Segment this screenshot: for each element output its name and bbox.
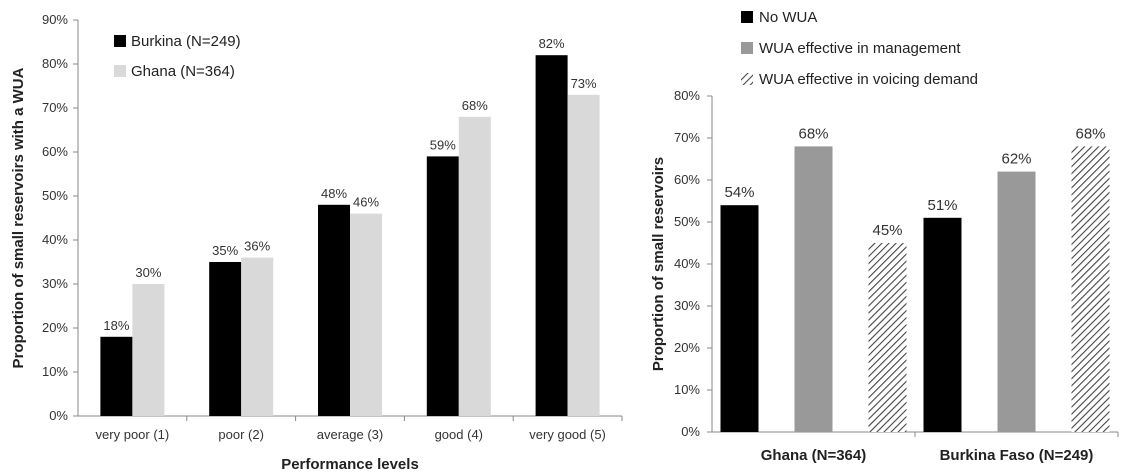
chart-performance-levels: 0% 10% 20% 30% 40% 50% 60% 70% 80% 90% very poor (… xyxy=(10,12,623,473)
bar-ghana-n-364-poor-2 xyxy=(241,257,274,416)
y-tick-label: 40% xyxy=(674,256,700,271)
y-tick-label: 20% xyxy=(42,320,68,335)
y-tick-label: 80% xyxy=(674,88,700,103)
data-label: 18% xyxy=(103,318,129,333)
y-tick-label: 60% xyxy=(674,172,700,187)
bar-burkina-n-249-good-4 xyxy=(426,156,459,416)
bar-no-wua-ghana-n-364 xyxy=(720,205,759,432)
y-tick-label: 50% xyxy=(42,188,68,203)
bar-burkina-n-249-average-3 xyxy=(318,204,350,416)
data-label: 68% xyxy=(1075,125,1105,142)
y-tick-label: 90% xyxy=(42,12,68,27)
chart-wua-effectiveness: 0% 10% 20% 30% 40% 50% 60% 70% 80% Ghana (N=364) 5… xyxy=(650,9,1119,464)
legend-label: No WUA xyxy=(759,9,817,26)
y-tick-label: 70% xyxy=(42,100,68,115)
y-tick-label: 10% xyxy=(42,364,68,379)
legend-label: Burkina (N=249) xyxy=(131,33,241,50)
bar-ghana-n-364-average-3 xyxy=(350,213,382,416)
legend-swatch-no-wua xyxy=(741,11,753,23)
data-label: 68% xyxy=(798,125,828,142)
bar-burkina-n-249-very-poor-1 xyxy=(100,336,133,416)
bar-wua-effective-in-voicing-demand-burkina-faso-n-249 xyxy=(1071,146,1110,432)
data-label: 68% xyxy=(462,98,488,113)
x-tick-label: average (3) xyxy=(317,427,383,442)
y-axis-title: Proportion of small reservoirs with a WU… xyxy=(10,67,27,368)
x-tick-label: very poor (1) xyxy=(96,427,170,442)
x-tick-label: poor (2) xyxy=(218,427,264,442)
bar-ghana-n-364-good-4 xyxy=(458,116,491,417)
y-tick-label: 50% xyxy=(674,214,700,229)
data-label: 48% xyxy=(321,186,347,201)
legend-swatch-wua-effective-in-management xyxy=(741,42,753,54)
data-label: 36% xyxy=(244,239,270,254)
data-label: 73% xyxy=(571,76,597,91)
y-tick-label: 0% xyxy=(49,408,68,423)
y-tick-label: 80% xyxy=(42,56,68,71)
y-tick-label: 40% xyxy=(42,232,68,247)
legend-label: WUA effective in management xyxy=(759,40,961,57)
x-axis-title: Performance levels xyxy=(281,456,419,473)
bar-wua-effective-in-voicing-demand-ghana-n-364 xyxy=(868,243,907,432)
bar-burkina-n-249-very-good-5 xyxy=(535,55,568,416)
legend-swatch-burkina-n-249 xyxy=(114,35,126,47)
bar-ghana-n-364-very-poor-1 xyxy=(132,284,165,416)
x-tick-label: good (4) xyxy=(435,427,483,442)
y-axis-title: Proportion of small reservoirs xyxy=(650,157,667,371)
y-tick-label: 0% xyxy=(681,424,700,439)
y-tick-label: 70% xyxy=(674,130,700,145)
legend-label: WUA effective in voicing demand xyxy=(759,71,978,88)
data-label: 35% xyxy=(212,243,238,258)
data-label: 46% xyxy=(353,195,379,210)
data-label: 62% xyxy=(1001,151,1031,168)
data-label: 51% xyxy=(927,197,957,214)
data-label: 54% xyxy=(724,184,754,201)
data-label: 82% xyxy=(539,36,565,51)
bar-ghana-n-364-very-good-5 xyxy=(567,94,600,417)
x-tick-label: very good (5) xyxy=(529,427,606,442)
x-tick-label: Burkina Faso (N=249) xyxy=(940,447,1094,464)
data-label: 59% xyxy=(430,137,456,152)
legend-swatch-ghana-n-364 xyxy=(114,65,126,77)
legend-swatch-wua-effective-in-voicing-demand xyxy=(741,73,753,85)
data-label: 30% xyxy=(135,265,161,280)
y-tick-label: 10% xyxy=(674,382,700,397)
y-tick-label: 30% xyxy=(42,276,68,291)
y-tick-label: 30% xyxy=(674,298,700,313)
bar-burkina-n-249-poor-2 xyxy=(209,262,242,416)
bar-no-wua-burkina-faso-n-249 xyxy=(923,217,962,432)
x-tick-label: Ghana (N=364) xyxy=(761,447,866,464)
bar-wua-effective-in-management-burkina-faso-n-249 xyxy=(997,171,1036,432)
y-tick-label: 20% xyxy=(674,340,700,355)
legend-label: Ghana (N=364) xyxy=(131,63,235,80)
bar-wua-effective-in-management-ghana-n-364 xyxy=(794,146,833,432)
data-label: 45% xyxy=(872,222,902,239)
y-tick-label: 60% xyxy=(42,144,68,159)
